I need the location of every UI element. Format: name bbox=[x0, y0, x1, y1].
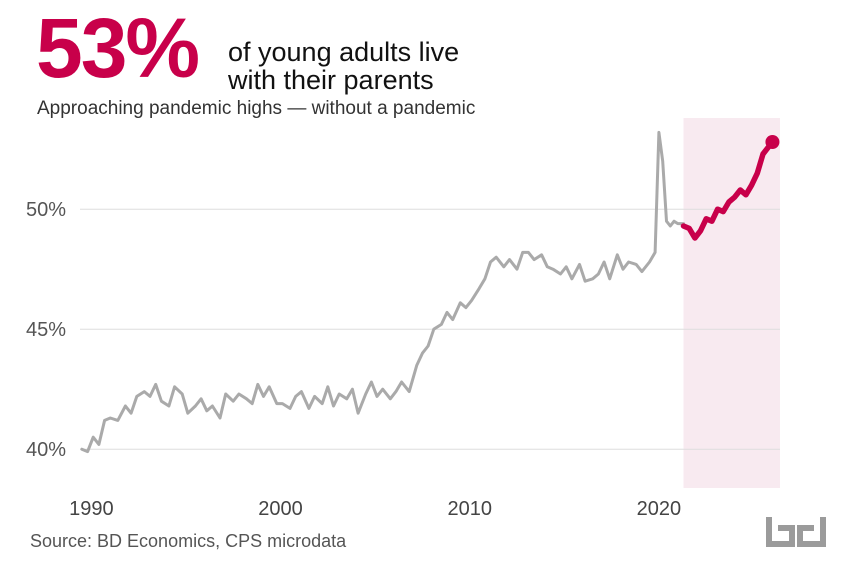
x-tick-label: 2020 bbox=[637, 498, 682, 520]
series-lines bbox=[80, 130, 780, 454]
bd-logo-icon bbox=[766, 517, 826, 547]
headline-text: of young adults live with their parents bbox=[228, 38, 459, 94]
y-tick-label: 45% bbox=[26, 319, 66, 341]
recent-period-highlight bbox=[683, 118, 780, 488]
y-tick-label: 50% bbox=[26, 199, 66, 221]
x-tick-label: 2010 bbox=[447, 498, 492, 520]
chart-subtitle: Approaching pandemic highs — without a p… bbox=[37, 98, 476, 119]
headline-big-number: 53% bbox=[36, 1, 200, 95]
historical-series-line bbox=[80, 130, 685, 454]
headline-line-2: with their parents bbox=[228, 65, 434, 95]
y-tick-label: 40% bbox=[26, 439, 66, 461]
x-tick-label: 2000 bbox=[258, 498, 303, 520]
y-gridlines bbox=[80, 208, 780, 450]
headline-line-1: of young adults live bbox=[228, 37, 460, 67]
y-tick-labels: 40% 45% 50% bbox=[26, 199, 66, 461]
recent-series-line bbox=[680, 139, 776, 241]
latest-value-marker bbox=[765, 135, 780, 149]
x-tick-labels: 1990 2000 2010 2020 bbox=[69, 498, 681, 520]
x-tick-label: 1990 bbox=[69, 498, 114, 520]
source-note: Source: BD Economics, CPS microdata bbox=[30, 531, 347, 551]
